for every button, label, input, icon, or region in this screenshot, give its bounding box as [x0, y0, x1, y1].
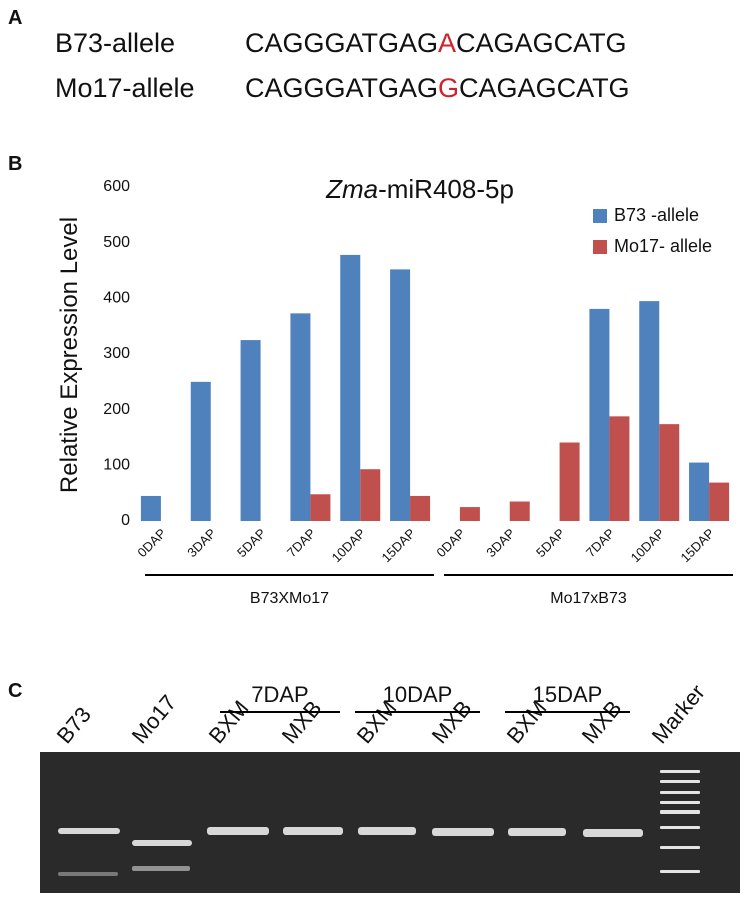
gel-band: [660, 780, 700, 783]
gel-band: [660, 801, 700, 804]
bar: [639, 301, 660, 521]
bar: [459, 507, 480, 521]
marker-ladder: [660, 770, 700, 873]
y-axis-label: Relative Expression Level: [56, 217, 83, 493]
x-tick-label: 10DAP: [329, 526, 369, 566]
x-tick-label: 10DAP: [628, 526, 668, 566]
gel-band: [583, 829, 643, 837]
gel-image: [40, 752, 740, 893]
bar: [659, 424, 680, 521]
group-label: B73XMo17: [250, 590, 329, 607]
bar: [410, 495, 431, 521]
sequence: CAGGGATGAGGCAGAGCATG: [245, 73, 630, 103]
legend-label: B73 -allele: [614, 205, 699, 225]
bar: [609, 416, 630, 521]
bar: [589, 308, 610, 521]
gel-band: [58, 872, 118, 876]
bar: [709, 482, 730, 521]
panel-label: C: [8, 680, 22, 702]
bar: [190, 381, 211, 521]
chart-title: Zma-miR408-5p: [325, 174, 514, 204]
bar: [509, 501, 530, 521]
sequence-part: CAGAGCATG: [459, 73, 630, 103]
bar: [290, 313, 311, 521]
gel-band: [207, 827, 269, 835]
x-tick-label: 3DAP: [483, 526, 518, 561]
y-tick-label: 400: [103, 290, 130, 307]
x-tick-label: 5DAP: [234, 526, 269, 561]
gel-band: [660, 770, 700, 773]
gel: [40, 752, 740, 893]
x-tick-label: 7DAP: [284, 526, 319, 561]
title-rest: -miR408-5p: [378, 174, 514, 204]
gel-band: [58, 828, 120, 834]
x-tick-label: 0DAP: [433, 526, 468, 561]
gel-band: [358, 827, 416, 835]
y-tick-label: 100: [103, 457, 130, 474]
allele-name: Mo17-allele: [55, 73, 195, 103]
legend-label: Mo17- allele: [614, 236, 712, 256]
bar: [240, 340, 261, 521]
sequence: CAGGGATGAGACAGAGCATG: [245, 28, 627, 58]
panel-label: A: [8, 7, 22, 29]
y-tick-label: 200: [103, 401, 130, 418]
lane-label: Mo17: [127, 690, 182, 748]
gel-band: [660, 870, 700, 873]
chart: Zma-miR408-5p Relative Expression Level 0 1…: [56, 174, 733, 607]
lane-label: Marker: [647, 680, 710, 749]
gel-band: [660, 826, 700, 829]
legend-swatch: [593, 240, 607, 254]
bar: [360, 469, 381, 521]
gel-band: [660, 810, 700, 814]
timepoint-label: 15DAP: [533, 682, 603, 707]
panel-label: B: [8, 153, 22, 175]
group-label: Mo17xB73: [550, 590, 627, 607]
y-tick-label: 600: [103, 178, 130, 195]
x-tick-label: 7DAP: [583, 526, 618, 561]
y-tick-label: 500: [103, 234, 130, 251]
snp: A: [438, 28, 456, 58]
sequence-part: CAGAGCATG: [456, 28, 627, 58]
bar: [390, 269, 411, 521]
lane-label: BXM: [204, 696, 254, 749]
bar: [689, 462, 710, 521]
gel-band: [132, 866, 190, 871]
lane-label: B73: [52, 702, 96, 748]
timepoint-label: 10DAP: [383, 682, 453, 707]
x-tick-label: 15DAP: [378, 526, 418, 566]
y-tick-label: 300: [103, 345, 130, 362]
x-tick-label: 15DAP: [677, 526, 717, 566]
gel-band: [432, 828, 494, 836]
gel-band: [660, 791, 700, 794]
bar: [310, 494, 331, 521]
y-tick-label: 0: [121, 512, 130, 529]
sequence-panel: B73-allele CAGGGATGAGACAGAGCATG Mo17-allel…: [55, 28, 630, 103]
timepoint-label: 7DAP: [251, 682, 308, 707]
gel-band: [132, 840, 192, 846]
bar: [559, 442, 580, 521]
sequence-part: CAGGGATGAG: [245, 28, 438, 58]
x-tick-label: 0DAP: [134, 526, 169, 561]
bar: [340, 254, 361, 521]
x-tick-label: 3DAP: [184, 526, 219, 561]
gel-band: [283, 827, 343, 835]
x-tick-label: 5DAP: [533, 526, 568, 561]
title-italic: Zma: [325, 174, 378, 204]
gel-band: [508, 828, 566, 836]
legend-swatch: [593, 209, 607, 223]
snp: G: [438, 73, 459, 103]
bar: [140, 495, 161, 521]
sequence-part: CAGGGATGAG: [245, 73, 438, 103]
gel-band: [660, 846, 700, 849]
allele-name: B73-allele: [55, 28, 175, 58]
